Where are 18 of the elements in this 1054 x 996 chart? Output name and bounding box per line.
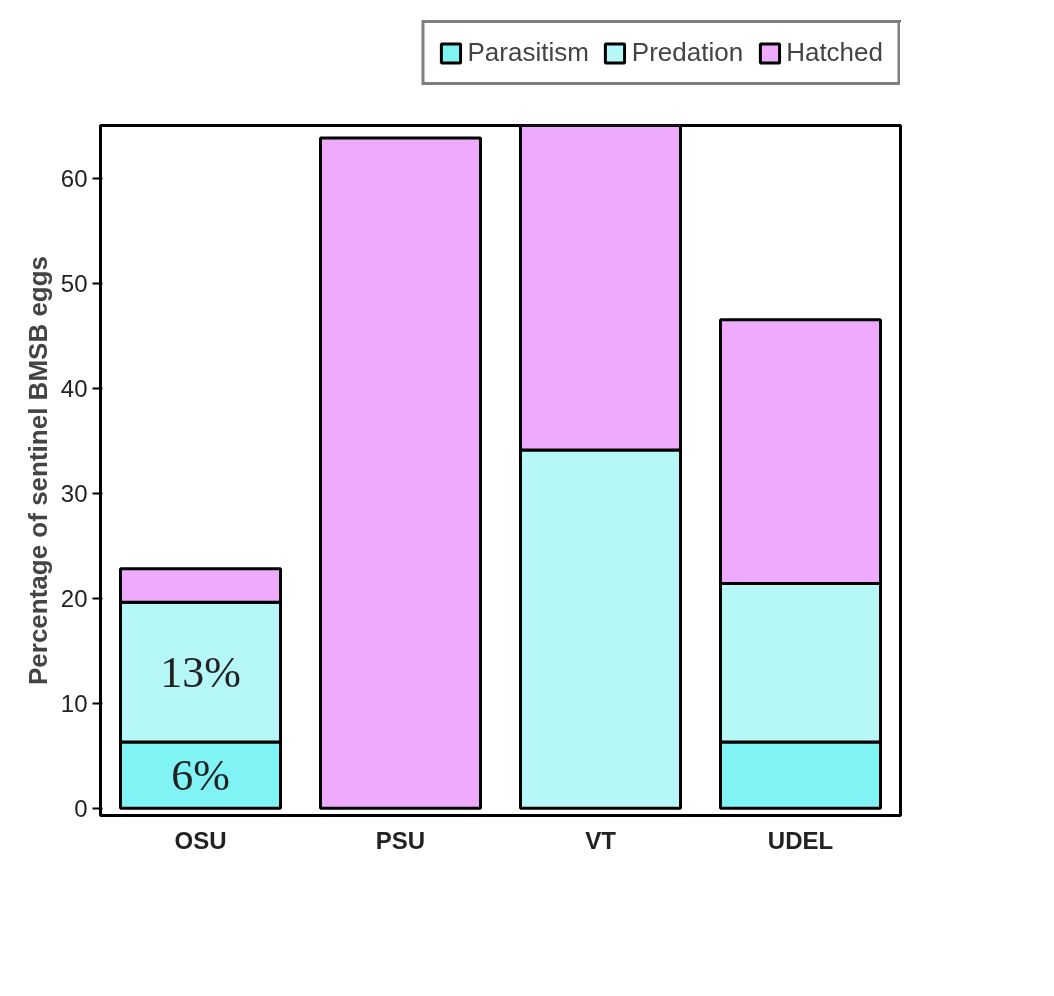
- data-label: 6%: [171, 750, 230, 800]
- x-tick-label: PSU: [375, 826, 426, 854]
- x-tick-label: UDEL: [767, 826, 834, 854]
- legend-label: Hatched: [786, 37, 883, 68]
- y-tick-label: 30: [60, 479, 88, 507]
- bar: [319, 136, 482, 810]
- y-tick-label: 60: [60, 164, 88, 192]
- y-tick-label: 20: [60, 584, 88, 612]
- legend-label: Parasitism: [467, 37, 589, 68]
- y-tick-label: 0: [74, 794, 88, 822]
- y-axis-title: Percentage of sentinel BMSB eggs: [22, 255, 53, 686]
- y-tick-label: 40: [60, 374, 88, 402]
- data-label: 13%: [160, 647, 241, 697]
- x-tick-label: OSU: [174, 826, 227, 854]
- y-tick-label: 10: [60, 689, 88, 717]
- y-tick-label: 50: [60, 269, 88, 297]
- legend-label: Predation: [631, 37, 744, 68]
- x-tick-label: VT: [585, 826, 617, 854]
